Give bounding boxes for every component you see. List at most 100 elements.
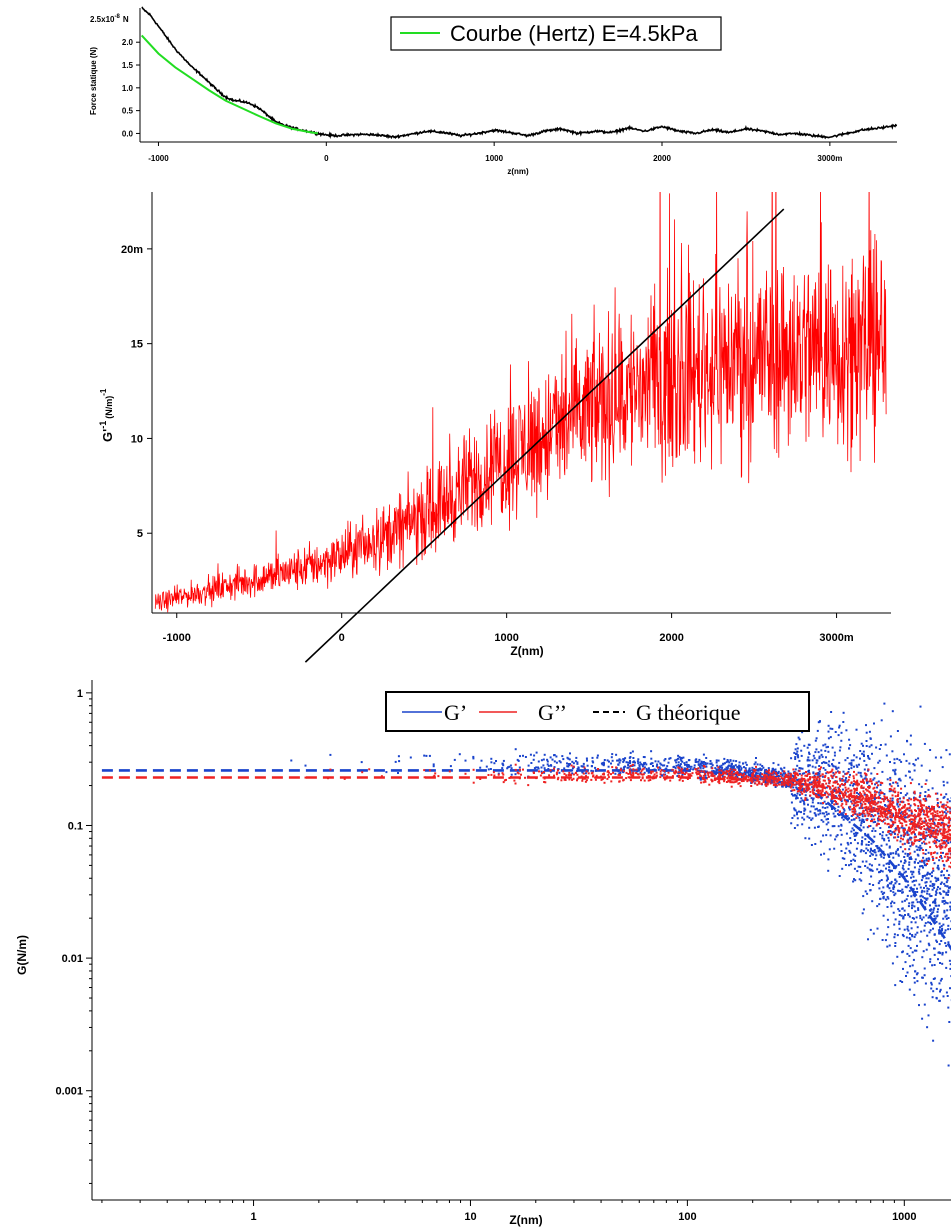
g-prime-point [827,828,830,831]
g-prime-point [832,774,835,777]
g-prime-point [891,869,893,872]
g-prime-point [885,862,888,865]
g-prime-point [822,761,825,764]
g-prime-point [801,767,804,770]
g-double-prime-point [896,795,899,797]
g-prime-point [693,764,696,767]
force-plot-x-ticks: -1000 0 1000 2000 3000m [148,142,842,163]
g-prime-point [913,884,916,887]
g-prime-point [867,841,870,843]
g-prime-point [778,775,781,778]
g-double-prime-point [544,781,547,784]
g-prime-point [857,793,860,795]
g-prime-point [509,764,512,767]
g-prime-point [927,828,930,831]
g-prime-point [790,757,793,760]
g-prime-point [662,769,665,772]
g-prime-point [916,972,919,975]
g-prime-point [563,767,566,770]
g-prime-point [928,872,931,875]
g-prime-point [852,759,855,762]
g-prime-point [948,886,950,889]
g-prime-point [815,807,818,810]
g-prime-point [800,797,803,800]
g-prime-point [610,762,612,765]
g-prime-point [785,784,787,786]
g-prime-point [774,775,777,778]
g-prime-point [895,880,898,883]
g-prime-point [837,734,840,737]
g-prime-point [704,761,707,764]
g-prime-point [853,853,855,856]
g-double-prime-point [595,776,598,779]
g-prime-point [329,753,332,756]
g-prime-point [946,798,949,801]
g-prime-point [842,721,845,723]
g-double-prime-point [880,808,883,811]
g-prime-point [614,772,617,775]
g-prime-point [919,865,921,868]
g-double-prime-point [891,805,894,808]
g-prime-point [926,890,929,893]
g-prime-point [853,867,856,870]
modulus-plot-series [101,702,951,1067]
g-prime-point [796,764,799,767]
g-double-prime-point [889,824,892,827]
g-double-prime-point [712,775,715,778]
g-double-prime-point [868,810,871,813]
g-prime-point [876,905,879,908]
g-prime-point [908,863,911,866]
g-prime-point [861,752,864,755]
g-prime-point [743,766,745,769]
g-prime-point [702,763,705,766]
g-prime-point [701,764,704,767]
g-prime-point [897,778,900,781]
g-prime-point [794,809,797,812]
g-prime-point [911,907,913,910]
g-prime-point [879,783,882,786]
g-double-prime-point [932,840,935,843]
g-prime-point [904,879,907,882]
g-double-prime-point [830,770,833,773]
g-prime-point [592,761,595,764]
g-double-prime-point [901,807,903,810]
g-prime-point [842,770,845,773]
g-prime-point [906,740,909,743]
g-prime-point [865,847,868,850]
g-prime-point [945,893,948,896]
g-prime-point [834,810,837,813]
g-prime-point [888,860,891,863]
g-double-prime-point [819,774,822,777]
g-prime-point [944,884,947,887]
g-prime-point [859,771,862,774]
g-prime-point [947,874,950,877]
g-double-prime-point [920,823,923,825]
g-prime-point [810,844,813,846]
g-prime-point [860,879,863,882]
g-prime-point [877,847,879,850]
g-prime-point [933,915,936,918]
g-prime-point [841,867,844,870]
g-prime-point [699,766,702,769]
g-prime-point [860,843,863,846]
g-prime-point [916,926,919,929]
g-prime-point [924,853,927,855]
g-prime-point [884,743,887,746]
g-double-prime-point [861,795,864,797]
g-prime-point [569,763,572,765]
g-prime-point [790,790,793,792]
g-prime-point [432,765,435,768]
g-prime-point [919,833,922,836]
g-prime-point [647,767,650,770]
g-double-prime-point [826,785,829,788]
g-double-prime-point [828,781,831,784]
g-prime-point [894,918,897,921]
g-prime-point [790,801,793,804]
g-prime-point [908,797,911,800]
g-double-prime-point [884,822,887,825]
g-prime-point [816,729,819,732]
g-prime-point [807,756,810,759]
g-prime-point [920,764,923,767]
g-prime-point [777,782,780,784]
g-prime-point [546,763,549,766]
